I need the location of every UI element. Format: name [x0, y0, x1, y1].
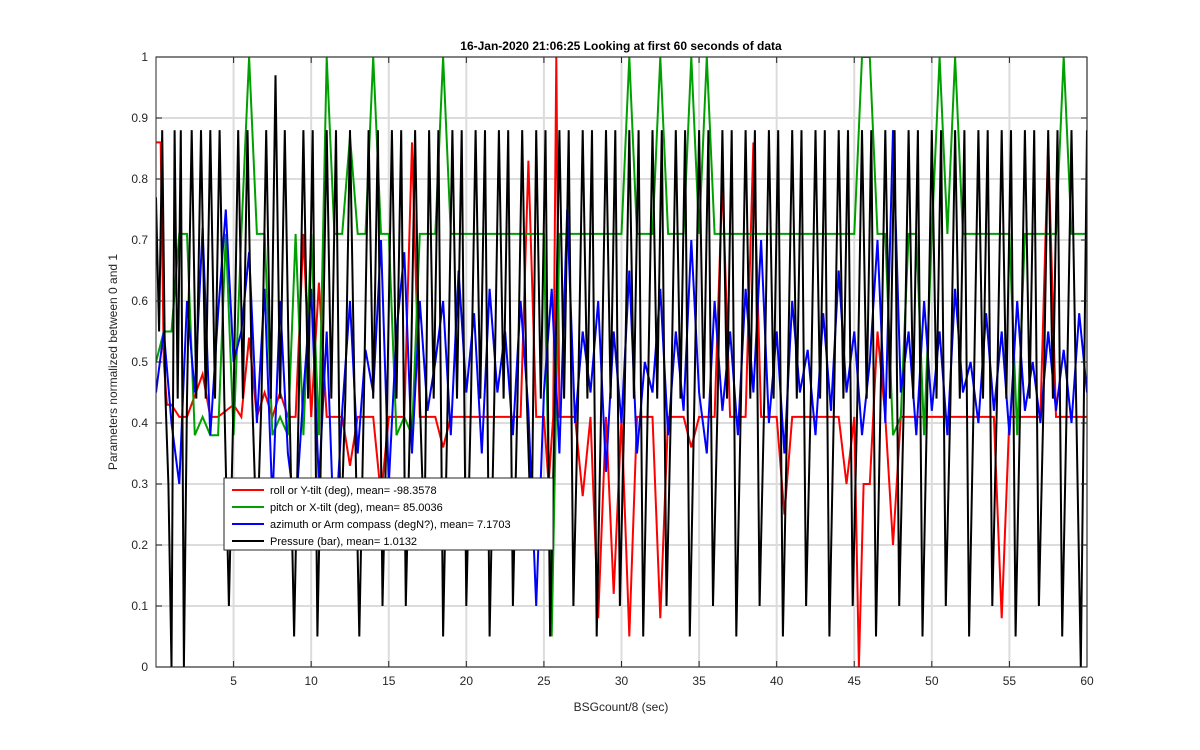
y-tick-label: 0.1	[131, 599, 148, 613]
legend: roll or Y-tilt (deg), mean= -98.3578 pitc…	[223, 477, 554, 551]
x-tick-label: 20	[460, 674, 474, 688]
chart-title: 16-Jan-2020 21:06:25 Looking at first 60…	[460, 39, 782, 53]
ticks: 5 10 15 20 25 30 35 40 45 50 55 60 0 0.1 0.2 0.3 0.4 0.5 0…	[131, 50, 1094, 688]
y-tick-label: 0.9	[131, 111, 148, 125]
series-line-3	[156, 130, 1087, 607]
legend-label-4: Pressure (bar), mean= 1.0132	[270, 536, 417, 548]
y-axis-label: Parameters normalized between 0 and 1	[106, 254, 120, 470]
x-tick-label: 50	[925, 674, 939, 688]
y-tick-label: 0.7	[131, 233, 148, 247]
x-axis-label: BSGcount/8 (sec)	[574, 700, 669, 714]
legend-label-2: pitch or X-tilt (deg), mean= 85.0036	[270, 502, 443, 514]
y-tick-label: 0	[141, 660, 148, 674]
x-tick-label: 45	[848, 674, 862, 688]
y-tick-label: 1	[141, 50, 148, 64]
x-tick-label: 55	[1003, 674, 1017, 688]
legend-label-1: roll or Y-tilt (deg), mean= -98.3578	[270, 485, 437, 497]
y-tick-label: 0.5	[131, 355, 148, 369]
y-tick-label: 0.3	[131, 477, 148, 491]
x-tick-label: 30	[615, 674, 629, 688]
legend-label-3: azimuth or Arm compass (degN?), mean= 7.…	[270, 519, 511, 531]
y-tick-label: 0.4	[131, 416, 148, 430]
x-tick-label: 25	[537, 674, 551, 688]
x-tick-label: 40	[770, 674, 784, 688]
y-tick-label: 0.2	[131, 538, 148, 552]
series-layer	[156, 57, 1087, 667]
x-tick-label: 15	[382, 674, 396, 688]
y-tick-label: 0.6	[131, 294, 148, 308]
x-tick-label: 10	[304, 674, 318, 688]
x-tick-label: 35	[692, 674, 706, 688]
y-tick-label: 0.8	[131, 172, 148, 186]
legend-box	[223, 477, 554, 551]
x-tick-label: 60	[1080, 674, 1094, 688]
x-tick-label: 5	[230, 674, 237, 688]
series-line-4	[156, 75, 1087, 667]
